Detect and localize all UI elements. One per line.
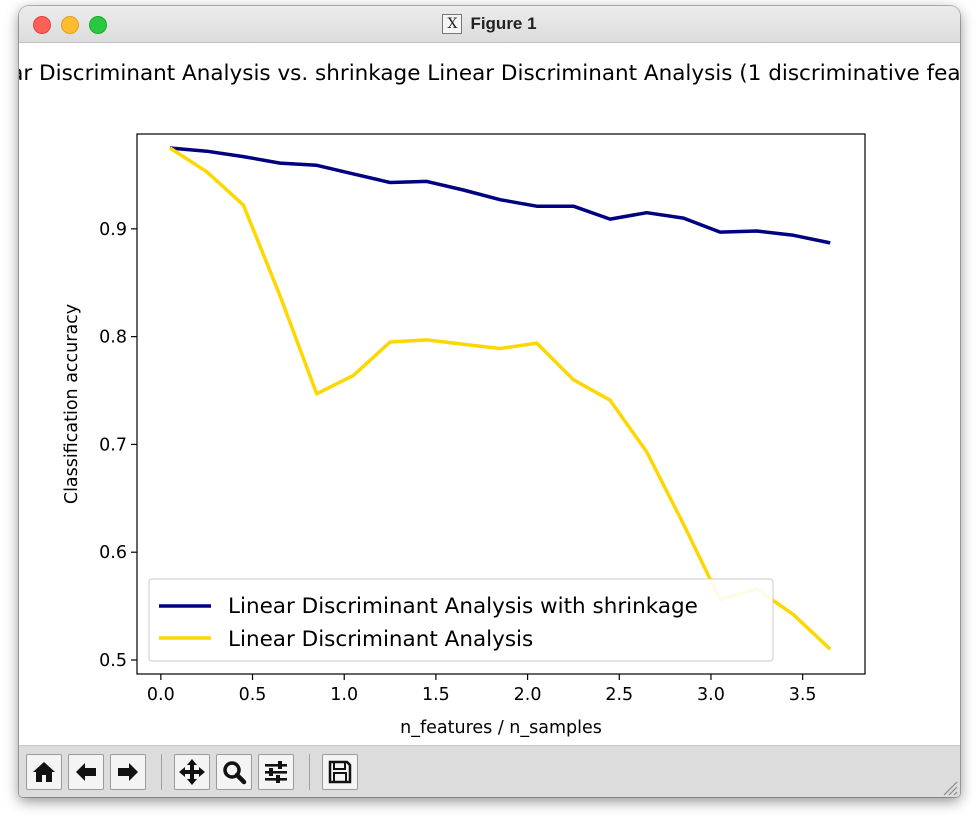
navigation-toolbar bbox=[19, 745, 960, 797]
y-axis-label: Classification accuracy bbox=[62, 304, 82, 504]
x-tick-label: 3.0 bbox=[697, 685, 725, 705]
floppy-disk-icon bbox=[328, 760, 352, 784]
legend: Linear Discriminant Analysis with shrink… bbox=[148, 578, 774, 662]
x-tick-label: 0.5 bbox=[239, 685, 267, 705]
legend-box bbox=[148, 578, 774, 662]
legend-label-lda: Linear Discriminant Analysis bbox=[228, 627, 533, 652]
x-tick-label: 1.5 bbox=[422, 685, 450, 705]
x-tick-label: 2.0 bbox=[514, 685, 542, 705]
magnifier-icon bbox=[223, 761, 247, 785]
zoom-window-button[interactable] bbox=[89, 16, 107, 34]
zoom-button[interactable] bbox=[216, 754, 252, 790]
forward-button[interactable] bbox=[110, 754, 146, 790]
home-icon bbox=[33, 762, 55, 782]
x11-icon: X bbox=[442, 14, 463, 34]
x-tick-label: 2.5 bbox=[605, 685, 633, 705]
configure-subplots-button[interactable] bbox=[258, 754, 294, 790]
chart-title: Linear Discriminant Analysis vs. shrinka… bbox=[19, 61, 960, 86]
y-tick-label: 0.6 bbox=[99, 543, 127, 563]
series-line-lda-shrinkage bbox=[169, 146, 831, 245]
y-tick-label: 0.8 bbox=[99, 328, 127, 348]
figure-window: X Figure 1 Linear Discriminant Analysis … bbox=[19, 6, 960, 797]
x-tick-label: 3.5 bbox=[789, 685, 817, 705]
arrow-left-icon bbox=[76, 763, 96, 781]
pan-button[interactable] bbox=[174, 754, 210, 790]
axes-frame bbox=[136, 133, 866, 675]
y-tick-label: 0.7 bbox=[99, 435, 127, 455]
sliders-icon bbox=[265, 761, 287, 783]
x-axis-label: n_features / n_samples bbox=[400, 718, 602, 738]
home-button[interactable] bbox=[26, 754, 62, 790]
arrow-right-icon bbox=[118, 763, 138, 781]
back-button[interactable] bbox=[68, 754, 104, 790]
x-tick-label: 0.0 bbox=[147, 685, 175, 705]
minimize-window-button[interactable] bbox=[61, 16, 79, 34]
toolbar-separator bbox=[309, 754, 310, 790]
close-window-button[interactable] bbox=[33, 16, 51, 34]
x-axis: 0.0 0.5 1.0 1.5 2.0 2.5 3.0 3.5 bbox=[147, 674, 817, 705]
save-button[interactable] bbox=[322, 754, 358, 790]
title-bar[interactable]: X Figure 1 bbox=[19, 6, 960, 43]
move-icon bbox=[179, 759, 205, 785]
x-tick-label: 1.0 bbox=[330, 685, 358, 705]
figure-canvas[interactable]: Linear Discriminant Analysis vs. shrinka… bbox=[19, 43, 960, 745]
window-title: Figure 1 bbox=[470, 14, 537, 33]
resize-grip-icon[interactable] bbox=[940, 778, 958, 796]
y-tick-label: 0.5 bbox=[99, 651, 127, 671]
line-chart[interactable]: Linear Discriminant Analysis vs. shrinka… bbox=[19, 43, 960, 745]
y-tick-label: 0.9 bbox=[99, 220, 127, 240]
y-axis: 0.5 0.6 0.7 0.8 0.9 bbox=[99, 220, 137, 671]
legend-label-shrinkage: Linear Discriminant Analysis with shrink… bbox=[228, 594, 698, 619]
toolbar-separator bbox=[161, 754, 162, 790]
